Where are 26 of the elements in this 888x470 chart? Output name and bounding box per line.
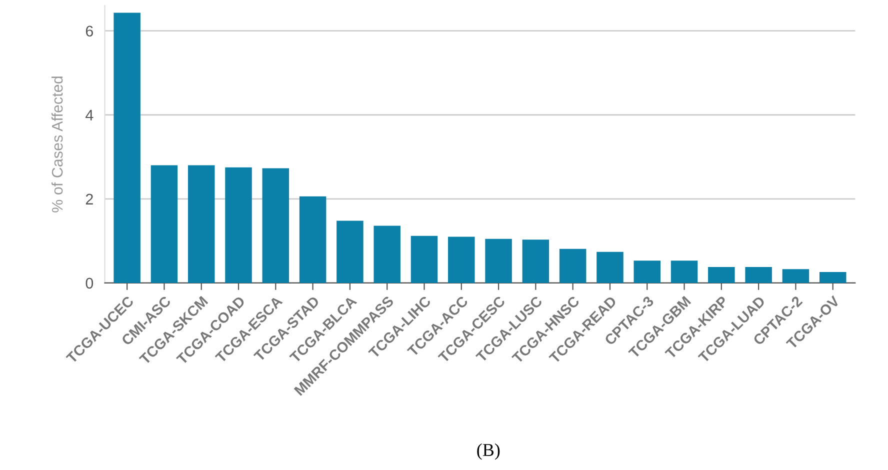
bar (262, 168, 290, 283)
bar (522, 240, 550, 283)
y-tick-label: 4 (86, 110, 94, 120)
bar (670, 260, 698, 283)
text: (B) (477, 443, 500, 460)
bar (336, 220, 364, 283)
bar (634, 260, 660, 283)
bar (596, 252, 624, 283)
y-tick-label: 2 (86, 194, 93, 204)
bar (819, 272, 846, 283)
bar (410, 236, 438, 283)
bar (150, 165, 178, 283)
bar (374, 226, 400, 283)
bar (448, 236, 475, 283)
y-tick-label: 0 (86, 278, 94, 289)
y-tick-label: 6 (86, 26, 93, 37)
bar (708, 266, 735, 283)
bar (188, 165, 215, 283)
bar (299, 196, 326, 283)
bar (485, 238, 512, 283)
bar (114, 12, 140, 283)
bar (782, 269, 810, 283)
bar (559, 248, 586, 283)
bar (225, 167, 252, 283)
bar (745, 266, 772, 283)
y-axis-title: % of Cases Affected (51, 76, 63, 212)
